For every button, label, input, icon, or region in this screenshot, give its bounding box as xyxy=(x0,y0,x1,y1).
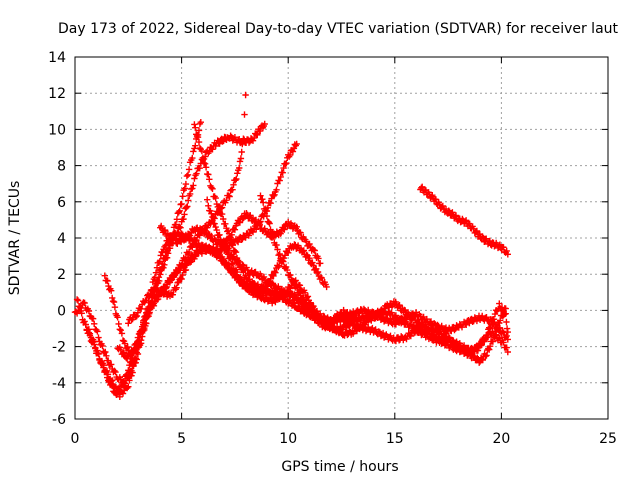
y-tick-label: 2 xyxy=(57,267,66,283)
series-markers xyxy=(257,192,360,332)
x-tick-label: 10 xyxy=(279,431,297,447)
chart-title: Day 173 of 2022, Sidereal Day-to-day VTE… xyxy=(58,21,619,37)
x-tick-label: 20 xyxy=(492,431,510,447)
y-tick-label: 4 xyxy=(57,231,66,247)
y-axis-label: SDTVAR / TECUs xyxy=(7,181,23,296)
grid-lines xyxy=(75,57,608,419)
data-series xyxy=(71,91,511,400)
x-tick-label: 0 xyxy=(71,431,80,447)
y-tick-label: -2 xyxy=(52,340,66,356)
y-tick-label: 14 xyxy=(48,50,66,66)
y-tick-label: 6 xyxy=(57,195,66,211)
series-track-11 xyxy=(257,192,360,332)
y-tick-label: 10 xyxy=(48,122,66,138)
series-markers xyxy=(157,210,324,267)
y-tick-label: 0 xyxy=(57,303,66,319)
series-markers xyxy=(417,183,511,258)
series-markers xyxy=(204,196,511,357)
y-tick-label: 12 xyxy=(48,86,66,102)
tick-labels: 0 5 10 15 20 25 -6 -4 -2 0 2 4 6 8 10 12 14 xyxy=(48,50,617,447)
y-tick-label: -6 xyxy=(52,412,66,428)
x-tick-label: 5 xyxy=(177,431,186,447)
series-track-7 xyxy=(157,210,324,267)
x-tick-label: 25 xyxy=(599,431,617,447)
x-tick-label: 15 xyxy=(386,431,404,447)
series-track-8 xyxy=(191,121,511,343)
x-axis-label: GPS time / hours xyxy=(281,459,398,475)
series-track-9 xyxy=(204,196,511,357)
series-track-12 xyxy=(417,183,511,258)
y-tick-label: 8 xyxy=(57,159,66,175)
series-markers xyxy=(191,121,511,343)
axis-ticks xyxy=(74,56,609,420)
y-tick-label: -4 xyxy=(52,376,66,392)
